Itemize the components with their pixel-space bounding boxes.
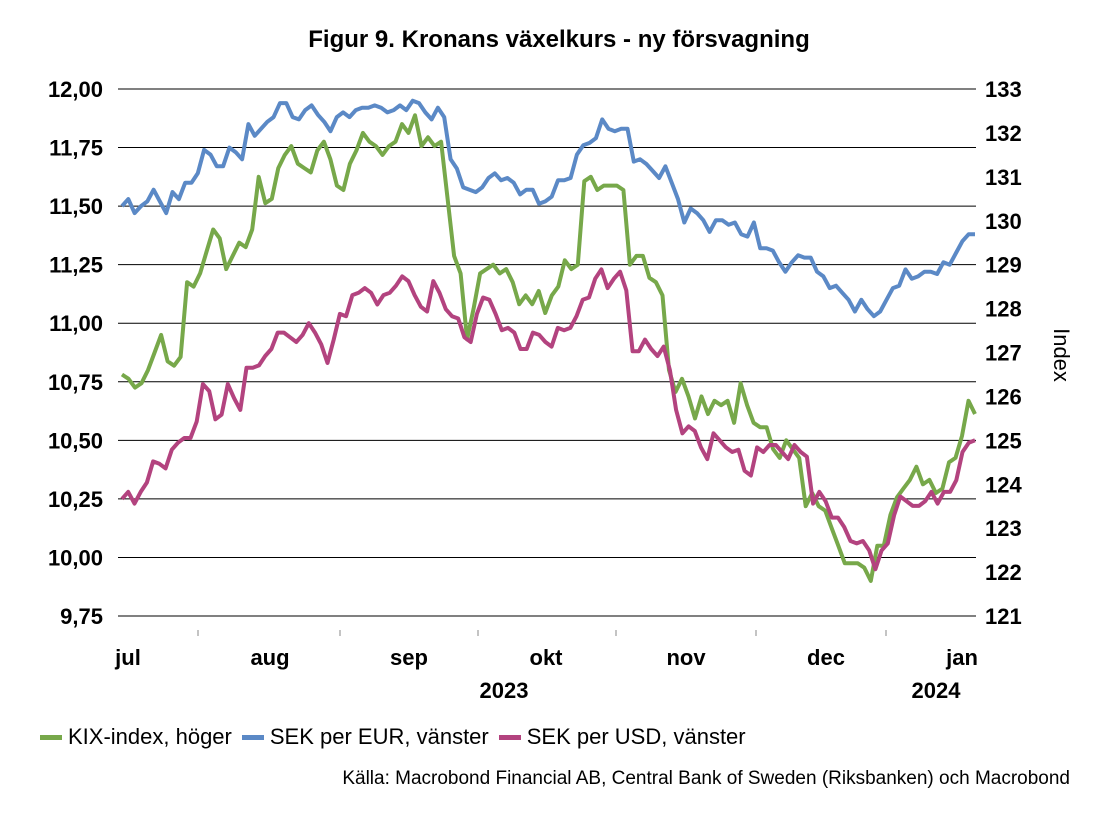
y-right-tick-label: 121 bbox=[985, 604, 1022, 629]
legend-swatch bbox=[498, 734, 521, 740]
legend-item: SEK per EUR, vänster bbox=[241, 724, 489, 750]
source-note: Källa: Macrobond Financial AB, Central B… bbox=[342, 768, 1070, 789]
legend-item: SEK per USD, vänster bbox=[498, 724, 746, 750]
x-tick-label: sep bbox=[390, 645, 428, 670]
series-line-3 bbox=[120, 267, 976, 572]
x-tick-label: okt bbox=[530, 645, 564, 670]
gridlines bbox=[118, 88, 976, 617]
y-right-tick-label: 124 bbox=[985, 472, 1022, 497]
y-right-tick-label: 129 bbox=[985, 253, 1022, 278]
x-axis: jul aug sep okt nov dec jan 2023 2024 bbox=[114, 630, 978, 703]
y-right-tick-label: 133 bbox=[985, 77, 1022, 102]
y-left-tick-label: 9,75 bbox=[60, 604, 103, 629]
legend-swatch bbox=[241, 734, 264, 740]
y-right-tick-label: 123 bbox=[985, 516, 1022, 541]
y-left-tick-label: 10,25 bbox=[48, 487, 103, 512]
y-left-tick-label: 10,75 bbox=[48, 370, 103, 395]
y-right-tick-label: 125 bbox=[985, 428, 1022, 453]
y-left-tick-label: 10,50 bbox=[48, 428, 103, 453]
y-left-tick-label: 10,00 bbox=[48, 545, 103, 570]
chart-canvas: 12,00 11,75 11,50 11,25 11,00 10,75 10,50 10,25… bbox=[48, 77, 1074, 703]
legend-swatch bbox=[40, 734, 62, 740]
y-axis-right-label: Index bbox=[1049, 328, 1074, 382]
x-tick-label: nov bbox=[666, 645, 706, 670]
y-right-tick-label: 128 bbox=[985, 297, 1022, 322]
y-right-tick-label: 131 bbox=[985, 165, 1022, 190]
chart-title: Figur 9. Kronans växelkurs - ny försvagn… bbox=[308, 26, 810, 53]
y-right-tick-label: 130 bbox=[985, 209, 1022, 234]
legend: KIX-index, höger SEK per EUR, vänster SEK … bbox=[40, 724, 746, 750]
x-tick-label: jul bbox=[114, 645, 141, 670]
legend-label: SEK per USD, vänster bbox=[526, 724, 746, 749]
x-tick-label: aug bbox=[250, 645, 289, 670]
series-line-1 bbox=[120, 113, 977, 583]
y-axis-right: 133 132 131 130 129 128 127 126 125 124 123 122 121 bbox=[985, 77, 1022, 629]
y-left-tick-label: 11,25 bbox=[49, 253, 103, 278]
legend-item: KIX-index, höger bbox=[40, 724, 232, 750]
x-tick-label: jan bbox=[945, 645, 978, 670]
series-line-2 bbox=[120, 98, 975, 319]
y-right-tick-label: 132 bbox=[985, 121, 1022, 146]
y-left-tick-label: 11,50 bbox=[49, 194, 103, 219]
y-right-tick-label: 126 bbox=[985, 384, 1022, 409]
series-lines bbox=[120, 98, 977, 583]
y-axis-left: 12,00 11,75 11,50 11,25 11,00 10,75 10,50 10,25… bbox=[48, 77, 103, 629]
y-left-tick-label: 11,00 bbox=[49, 311, 103, 336]
x-tick-label: dec bbox=[807, 645, 845, 670]
legend-label: SEK per EUR, vänster bbox=[269, 724, 489, 749]
y-right-tick-label: 122 bbox=[985, 560, 1022, 585]
x-year-label: 2023 bbox=[480, 678, 529, 703]
y-right-tick-label: 127 bbox=[985, 341, 1022, 366]
x-year-label: 2024 bbox=[912, 678, 962, 703]
y-left-tick-label: 11,75 bbox=[49, 136, 103, 161]
legend-label: KIX-index, höger bbox=[68, 724, 232, 749]
y-left-tick-label: 12,00 bbox=[48, 77, 103, 102]
